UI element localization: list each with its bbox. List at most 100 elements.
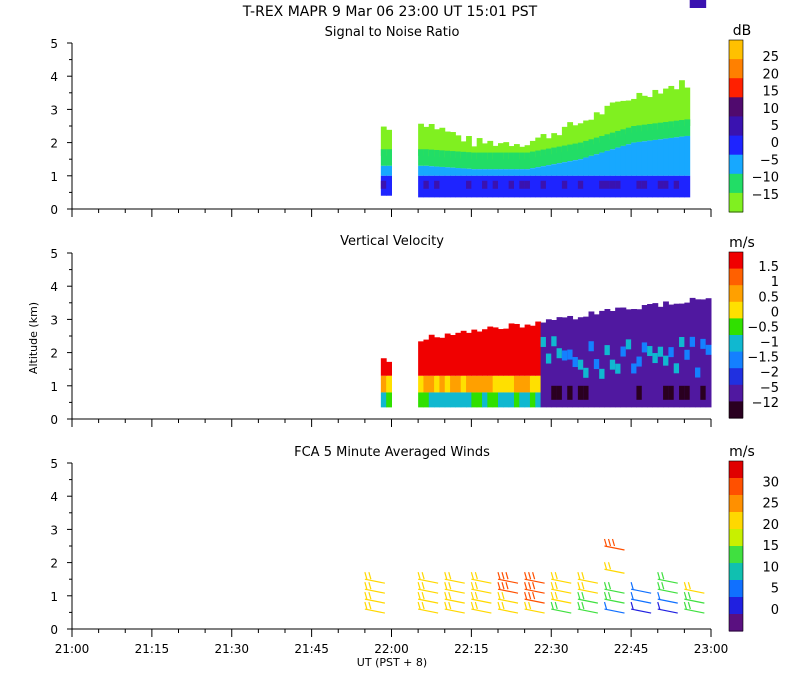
snr-cell [684,135,691,176]
snr-cell [657,139,664,176]
snr-cell [577,123,584,150]
barb-shaft [657,588,678,594]
panel-title: Vertical Velocity [340,234,444,249]
snr-cell [572,160,579,176]
velocity-cell [620,307,627,408]
colorbar-swatch [729,351,743,369]
velocity-cell [561,317,568,408]
snr-cell [450,132,456,158]
snr-cell [476,169,483,176]
barb-flag [630,591,634,600]
snr-cell [556,175,563,198]
snr-cell [551,175,558,198]
barb-flag [550,591,554,600]
wind-barb [603,562,625,574]
snr-cell [498,152,504,170]
velocity-cell [625,339,632,350]
snr-cell [593,154,600,176]
velocity-cell [540,336,547,347]
velocity-cell [599,368,605,379]
snr-cell [641,95,648,132]
barb-shaft [657,608,678,614]
x-axis-label: UT (PST + 8) [357,656,427,669]
barb-shaft [418,578,439,584]
snr-cell [668,137,675,176]
barb-flag [497,601,501,610]
snr-cell [386,149,392,166]
velocity-cell [423,375,430,393]
velocity-cell [663,385,669,400]
velocity-cell [439,337,446,376]
snr-cell [508,180,515,189]
velocity-cell [583,385,590,400]
snr-cell [567,161,574,176]
snr-cell [503,175,510,198]
velocity-cell [434,392,440,408]
velocity-cell [524,324,531,376]
snr-cell [471,169,478,176]
snr-cell [700,0,707,8]
snr-cell [476,175,483,198]
wind-barb [497,591,519,604]
velocity-cell [423,339,430,376]
snr-cell [535,167,542,176]
snr-cell [466,168,472,176]
snr-cell [673,180,680,189]
wind-barb [603,538,625,551]
wind-barb [364,572,385,584]
snr-cell [679,80,685,127]
snr-cell [428,149,435,167]
velocity-cell [609,311,616,408]
colorbar-label: −2 [760,366,779,381]
wind-barb [657,581,678,594]
snr-cell [647,175,653,198]
colorbar-label: 0.5 [758,290,779,305]
snr-cell [647,97,653,131]
velocity-cell [444,333,451,376]
barb-flag [368,581,372,590]
snr-cell [673,120,680,138]
barb-flag [554,572,558,580]
snr-cell [625,100,632,135]
barb-shaft [684,608,705,614]
velocity-cell [641,305,648,408]
colorbar-swatch [729,495,743,513]
barb-shaft [604,598,625,604]
snr-cell [615,147,621,176]
velocity-cell [450,335,456,376]
velocity-cell [444,392,451,408]
snr-cell [577,159,584,176]
barb-flag [577,591,581,600]
colorbar-swatch [729,614,743,632]
velocity-cell [556,348,563,359]
barb-flag [364,591,368,600]
barb-flag [687,591,691,600]
snr-cell [556,135,563,154]
velocity-cell [492,327,499,376]
barb-flag [417,572,421,580]
velocity-cell [556,385,563,400]
colorbar: 25 20 15 10 5 0 −5 −10 −15 dB [728,23,779,213]
wind-barb [417,572,439,584]
snr-cell [508,152,515,170]
barb-shaft [551,578,572,584]
snr-cell [439,166,446,176]
snr-cell [572,143,579,161]
x-tick-label: 21:15 [135,642,170,656]
snr-cell [684,175,691,198]
barb-shaft [524,588,545,594]
snr-cell [604,134,611,151]
snr-cell [380,165,387,176]
wind-barb [364,601,385,614]
snr-cell [439,127,446,157]
barb-flag [368,601,372,610]
barb-shaft [524,578,545,584]
barb-flag [505,572,509,580]
snr-cell [567,144,574,162]
wind-barb [417,591,439,604]
velocity-cell [599,310,605,408]
velocity-cell [668,385,675,400]
snr-cell [641,141,648,176]
colorbar-border [728,460,744,632]
snr-cell [444,175,451,198]
